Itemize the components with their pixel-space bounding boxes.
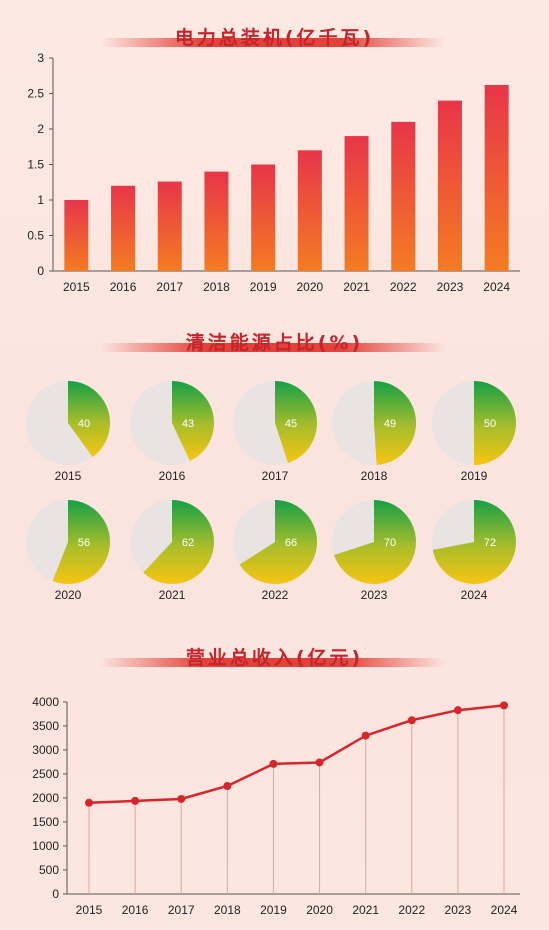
bar: [437, 100, 462, 271]
pie-year-label: 2023: [361, 588, 388, 602]
y-tick-label: 2.5: [27, 87, 44, 101]
pie-value-label: 49: [384, 418, 396, 430]
y-tick-label: 0.5: [27, 229, 44, 243]
series-line: [88, 704, 505, 805]
y-tick-label: 3000: [32, 743, 59, 757]
pie-value-label: 45: [285, 418, 297, 430]
bar: [484, 84, 509, 271]
pie-slice: [68, 381, 111, 457]
data-point: [223, 782, 232, 790]
pie-year-label: 2016: [159, 469, 186, 483]
x-tick-label: 2024: [483, 280, 510, 294]
pie-value-label: 50: [484, 418, 496, 430]
x-tick-label: 2019: [260, 903, 287, 917]
x-tick-label: 2015: [76, 903, 103, 917]
y-tick-label: 1: [37, 193, 44, 207]
pie-value-label: 56: [78, 537, 90, 549]
x-tick-label: 2023: [445, 903, 472, 917]
pie-slice: [275, 381, 317, 463]
pie-slice: [143, 500, 214, 584]
x-tick-label: 2021: [343, 280, 370, 294]
x-tick-label: 2015: [63, 280, 90, 294]
title-bar-3: [100, 658, 445, 667]
data-point: [407, 716, 416, 725]
y-tick-label: 2000: [32, 791, 59, 805]
data-point: [453, 706, 462, 715]
x-tick-label: 2020: [306, 903, 333, 917]
bar: [204, 171, 229, 271]
y-tick-label: 0: [37, 264, 44, 278]
x-tick-label: 2020: [296, 280, 323, 294]
data-point: [500, 701, 508, 710]
y-tick-label: 500: [39, 863, 59, 877]
x-tick-label: 2021: [352, 903, 379, 917]
y-tick-label: 0: [52, 887, 59, 901]
chart-title-revenue: 营业总收入(亿元): [185, 647, 364, 669]
revenue-line-chart: 0 500 1000 1500 2000 2500 3000 3500 4000 2015 2016…: [32, 695, 520, 917]
bar: [157, 181, 182, 271]
chart-title-capacity: 电力总装机(亿千瓦): [174, 27, 375, 49]
x-tick-label: 2017: [168, 903, 195, 917]
pie-year-label: 2018: [361, 469, 388, 483]
x-tick-label: 2024: [491, 903, 518, 917]
y-tick-label: 2: [37, 122, 44, 136]
x-tick-label: 2019: [250, 280, 277, 294]
x-tick-label: 2022: [390, 280, 417, 294]
chart-title-clean-energy: 清洁能源占比(%): [185, 332, 364, 354]
y-tick-label: 3: [37, 51, 44, 65]
pie-year-label: 2015: [55, 469, 82, 483]
y-tick-label: 1.5: [27, 158, 44, 172]
pie-slice: [474, 381, 516, 465]
data-point: [85, 798, 93, 807]
clean-energy-pie-grid: 40 2015 43 2016 45 2017 49 2018 50 2019 56 2020 62 20…: [26, 380, 516, 602]
y-tick-label: 2500: [32, 767, 59, 781]
data-point: [315, 758, 324, 767]
x-tick-label: 2018: [203, 280, 230, 294]
bar: [391, 121, 416, 272]
pie-value-label: 70: [384, 537, 396, 549]
data-point: [131, 796, 140, 805]
bar: [64, 200, 89, 271]
pie-value-label: 62: [182, 537, 194, 549]
title-bar-1: [100, 38, 445, 47]
pie-slice: [374, 380, 417, 465]
pie-slice: [432, 500, 516, 584]
capacity-bar-chart: 0 0.5 1 1.5 2 2.5 3 2015 2016 2017 2018 2019 2020 202…: [27, 51, 520, 294]
y-tick-label: 1000: [32, 839, 59, 853]
data-point: [361, 731, 370, 740]
y-tick-label: 4000: [32, 695, 59, 709]
x-tick-label: 2018: [214, 903, 241, 917]
bar: [251, 164, 276, 271]
pie-year-label: 2017: [262, 469, 289, 483]
pie-value-label: 72: [484, 537, 496, 549]
pie-year-label: 2022: [262, 588, 289, 602]
title-bar-2: [100, 343, 445, 352]
data-point: [177, 794, 186, 803]
pie-year-label: 2020: [55, 588, 82, 602]
pie-year-label: 2019: [461, 469, 488, 483]
pie-value-label: 40: [78, 418, 90, 430]
pie-value-label: 43: [182, 418, 194, 430]
pie-slice: [239, 500, 318, 584]
pie-year-label: 2021: [159, 588, 186, 602]
x-tick-label: 2016: [110, 280, 137, 294]
y-tick-label: 1500: [32, 815, 59, 829]
bar: [111, 185, 136, 271]
x-tick-label: 2016: [122, 903, 149, 917]
x-tick-label: 2022: [398, 903, 425, 917]
pie-value-label: 66: [285, 537, 297, 549]
bar: [344, 136, 369, 271]
x-tick-label: 2023: [437, 280, 464, 294]
y-tick-label: 3500: [32, 719, 59, 733]
pie-slice: [52, 500, 111, 584]
bar: [297, 150, 322, 271]
x-tick-label: 2017: [156, 280, 183, 294]
data-point: [269, 759, 278, 768]
pie-slice: [172, 381, 214, 461]
pie-year-label: 2024: [461, 588, 488, 602]
pie-slice: [334, 500, 417, 584]
